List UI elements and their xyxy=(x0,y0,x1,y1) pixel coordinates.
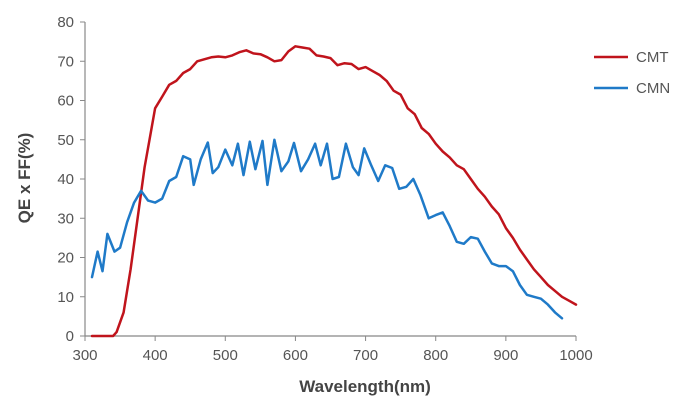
legend-label-cmt: CMT xyxy=(636,49,669,66)
x-tick-label: 700 xyxy=(353,347,378,364)
x-tick-label: 500 xyxy=(213,347,238,364)
x-tick-label: 400 xyxy=(143,347,168,364)
y-tick-label: 0 xyxy=(66,328,74,345)
series-layer xyxy=(90,45,578,338)
series-line-cmn xyxy=(90,138,564,320)
y-tick-label: 60 xyxy=(57,93,74,110)
legend: CMT CMN xyxy=(594,49,670,97)
y-axis-title: QE x FF(%) xyxy=(15,133,34,224)
x-tick-label: 600 xyxy=(283,347,308,364)
legend-label-cmn: CMN xyxy=(636,80,670,97)
x-tick-label: 800 xyxy=(423,347,448,364)
x-tick-label: 300 xyxy=(72,347,97,364)
x-tick-label: 1000 xyxy=(559,347,592,364)
x-axis-title: Wavelength(nm) xyxy=(299,377,431,396)
y-tick-label: 50 xyxy=(57,132,74,149)
x-tick-label: 900 xyxy=(493,347,518,364)
y-tick-label: 20 xyxy=(57,250,74,267)
y-tick-label: 80 xyxy=(57,14,74,31)
series-line-cmt xyxy=(90,45,578,338)
y-tick-label: 40 xyxy=(57,171,74,188)
y-tick-label: 30 xyxy=(57,210,74,227)
y-tick-label: 10 xyxy=(57,289,74,306)
axes-layer: 0 10 20 30 40 50 60 70 80 300 400 500 600 700 800 900 10… xyxy=(57,14,592,364)
y-tick-label: 70 xyxy=(57,53,74,70)
